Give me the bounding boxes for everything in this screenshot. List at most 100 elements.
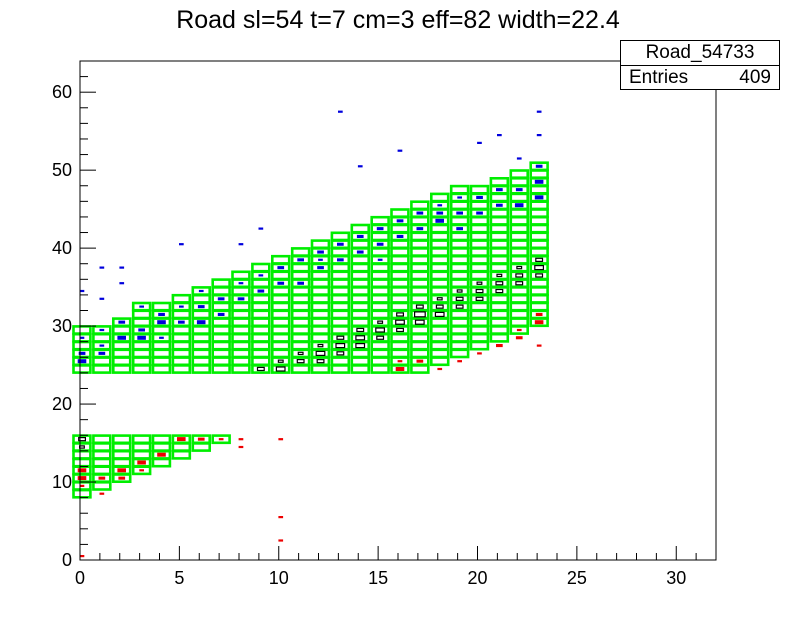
road-cell [251,340,271,351]
road-cell [231,348,251,359]
hit-on-road [395,319,405,325]
hit-below [536,344,542,347]
hit-above [79,289,85,293]
road-cell [449,215,470,226]
hit-above [416,227,424,231]
road-cell [489,231,510,242]
road-cell [131,340,152,351]
road-cell [270,254,291,265]
hit-above [457,196,462,199]
road-cell [529,231,549,242]
road-cell [72,340,92,351]
road-cell [529,278,549,289]
road-cell [509,177,529,187]
road-cell [469,254,490,265]
road-cell [191,364,212,374]
x-tick-label: 20 [467,568,487,588]
road-cell [429,325,450,335]
road-cell [112,325,132,335]
road-cell [270,286,291,296]
y-tick-label: 40 [52,238,72,258]
road-cell [290,364,311,374]
road-cell [410,270,430,281]
road-cell [509,239,529,250]
road-cell [171,325,192,335]
road-cell [310,364,331,374]
hit-above [397,149,403,152]
road-cell [410,231,430,242]
hit-above [516,157,522,160]
road-cell [290,332,311,343]
road-cell [211,340,231,351]
road-cell [509,254,529,265]
stats-entries-label: Entries [629,67,689,88]
road-cell [449,309,470,320]
road-cell [370,340,390,351]
hit-on-road [256,366,265,372]
road-cell [151,325,172,335]
hit-above [98,351,106,355]
road-cell [429,254,450,265]
road-cell [529,239,549,250]
road-cell [370,356,390,367]
hit-on-road [436,297,443,301]
road-cell [410,247,430,257]
road-cell [191,309,212,320]
road-cell [191,434,212,445]
road-cell [131,309,152,320]
road-cell [410,332,430,343]
road-cell [370,309,390,320]
road-cell [390,301,410,312]
road-cell [330,262,351,273]
road-cell [410,262,430,273]
hit-above [217,297,225,301]
hit-on-road [336,351,345,356]
road-cell [290,247,311,257]
road-cell [151,457,172,468]
hit-below [395,367,405,371]
road-cell [270,301,291,312]
road-cell [92,457,112,468]
road-cell [131,301,152,312]
road-cell [449,332,470,343]
road-cell [92,442,112,452]
hit-on-road [375,327,385,333]
road-cell [310,286,331,296]
road-cell [191,340,212,351]
hit-above [139,305,144,308]
hit-above [77,359,87,364]
road-cell [330,309,351,320]
road-cell [270,293,291,304]
road-cell [469,317,490,328]
road-cell [290,309,311,320]
road-cell [112,442,132,452]
hit-above [437,204,443,207]
hit-above [217,312,225,316]
road-cell [270,309,291,320]
hit-above [514,203,524,208]
hit-below [535,312,543,316]
road-cell [469,262,490,273]
road-cell [350,262,370,273]
hit-on-road [414,319,425,325]
chart-title: Road sl=54 t=7 cm=3 eff=82 width=22.4 [176,6,620,34]
road-cell [529,161,549,172]
road-cell [131,442,152,452]
road-cell [410,293,430,304]
road-cell [92,325,112,335]
road-cell [410,200,430,211]
x-tick-label: 10 [269,568,289,588]
road-cell [151,348,172,359]
hit-on-road [275,366,286,372]
road-cell [251,262,271,273]
road-cell [270,325,291,335]
road-cell [92,465,112,476]
hit-above [496,203,503,207]
hit-on-road [414,311,426,318]
road-cell [350,270,370,281]
road-cell [390,286,410,296]
road-cell [449,262,470,273]
road-cell [429,247,450,257]
hit-below [515,336,523,340]
